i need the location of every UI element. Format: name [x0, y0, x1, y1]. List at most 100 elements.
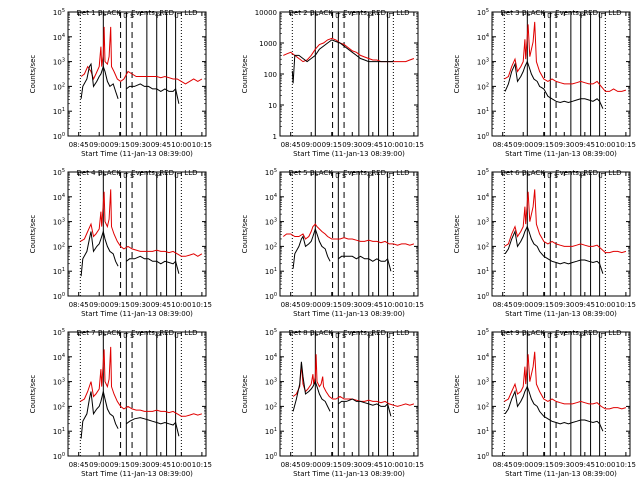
marker-label: P [102, 333, 106, 340]
x-tick-label: 09:45 [363, 301, 383, 309]
y-tick-label: 103 [477, 218, 489, 227]
x-axis-label: Start Time (11-Jan-13 08:39:00) [505, 470, 617, 478]
y-tick-label: 103 [53, 218, 65, 227]
marker-label: U [547, 333, 551, 340]
panel-title: Det 7 BLACK = Events, RED = LLD [77, 329, 198, 337]
y-tick-label: 101 [53, 267, 65, 276]
marker-label: P [369, 13, 373, 20]
x-tick-label: 09:00 [301, 461, 321, 469]
y-axis-label: Counts/sec [241, 215, 249, 254]
x-tick-label: 10:00 [383, 301, 403, 309]
events-series-line [292, 361, 392, 417]
x-tick-label: 09:30 [554, 461, 574, 469]
x-axis-label: Start Time (11-Jan-13 08:39:00) [293, 470, 405, 478]
y-tick-label: 105 [265, 168, 277, 177]
panel-title: Det 5 BLACK = Events, RED = LLD [289, 169, 410, 177]
y-tick-label: 104 [53, 33, 65, 42]
marker-label: S [130, 173, 134, 180]
plot-frame [67, 11, 207, 137]
x-tick-label: 09:30 [342, 301, 362, 309]
x-tick-label: 09:15 [322, 301, 342, 309]
marker-label: S [554, 13, 558, 20]
y-tick-label: 103 [265, 218, 277, 227]
marker-label: P [369, 333, 373, 340]
marker-label: U [123, 13, 127, 20]
y-axis-label: Counts/sec [453, 55, 461, 94]
plot-frame [67, 171, 207, 297]
y-axis-label: Counts/sec [29, 215, 37, 254]
x-tick-label: 10:00 [383, 141, 403, 149]
y-tick-label: 100 [477, 452, 489, 461]
marker-label: U [174, 173, 178, 180]
x-tick-label: 09:15 [322, 141, 342, 149]
x-tick-label: 10:00 [595, 301, 615, 309]
x-tick-label: 09:15 [534, 141, 554, 149]
y-tick-label: 101 [265, 267, 277, 276]
y-tick-label: 105 [265, 328, 277, 337]
marker-label: U [547, 173, 551, 180]
y-axis-label: Counts/sec [453, 375, 461, 414]
x-tick-label: 10:00 [595, 461, 615, 469]
marker-label: S [342, 173, 346, 180]
y-tick-label: 102 [477, 242, 489, 251]
x-tick-label: 09:30 [554, 141, 574, 149]
x-tick-label: 09:45 [575, 461, 595, 469]
x-tick-label: 08:45 [281, 141, 301, 149]
y-tick-label: 103 [477, 58, 489, 67]
marker-label: U [335, 13, 339, 20]
marker-label: P [581, 13, 585, 20]
y-tick-label: 100 [53, 292, 65, 301]
x-axis-label: Start Time (11-Jan-13 08:39:00) [81, 470, 193, 478]
marker-label: U [598, 333, 602, 340]
y-tick-label: 102 [265, 402, 277, 411]
events-series-line [80, 229, 180, 277]
marker-label: P [157, 13, 161, 20]
marker-label: U [386, 173, 390, 180]
marker-label: P [102, 173, 106, 180]
y-tick-label: 100 [477, 132, 489, 141]
marker-label: U [386, 333, 390, 340]
events-series-line [504, 60, 604, 109]
y-tick-label: 100 [53, 132, 65, 141]
y-tick-label: 102 [477, 82, 489, 91]
y-axis-label: Counts/sec [241, 375, 249, 414]
y-tick-label: 105 [477, 8, 489, 17]
marker-label: P [526, 13, 530, 20]
x-tick-label: 09:00 [89, 141, 109, 149]
lld-series-line [504, 21, 627, 92]
marker-label: U [386, 13, 390, 20]
marker-label: P [526, 173, 530, 180]
x-tick-label: 10:00 [171, 461, 191, 469]
y-tick-label: 1000 [259, 40, 277, 48]
x-tick-label: 09:00 [301, 141, 321, 149]
y-tick-label: 100 [477, 292, 489, 301]
marker-label: U [174, 13, 178, 20]
plot-frame [491, 171, 631, 297]
x-tick-label: 10:15 [192, 461, 212, 469]
y-axis-label: Counts/sec [29, 375, 37, 414]
x-tick-label: 10:15 [404, 461, 424, 469]
events-series-line [291, 39, 394, 84]
y-tick-label: 104 [477, 193, 489, 202]
x-tick-label: 09:15 [110, 141, 130, 149]
plot-frame [67, 331, 207, 457]
x-tick-label: 09:45 [151, 141, 171, 149]
x-tick-label: 10:15 [404, 141, 424, 149]
x-axis-label: Start Time (11-Jan-13 08:39:00) [505, 310, 617, 318]
x-tick-label: 10:15 [404, 301, 424, 309]
marker-label: S [342, 333, 346, 340]
y-tick-label: 105 [53, 328, 65, 337]
x-tick-label: 09:00 [89, 301, 109, 309]
y-tick-label: 105 [53, 8, 65, 17]
y-tick-label: 103 [53, 58, 65, 67]
marker-label: P [157, 333, 161, 340]
panel-title: Det 3 BLACK = Events, RED = LLD [501, 9, 622, 17]
y-tick-label: 102 [53, 242, 65, 251]
marker-label: P [314, 333, 318, 340]
y-tick-label: 105 [477, 328, 489, 337]
marker-label: P [369, 173, 373, 180]
x-tick-label: 09:30 [130, 461, 150, 469]
